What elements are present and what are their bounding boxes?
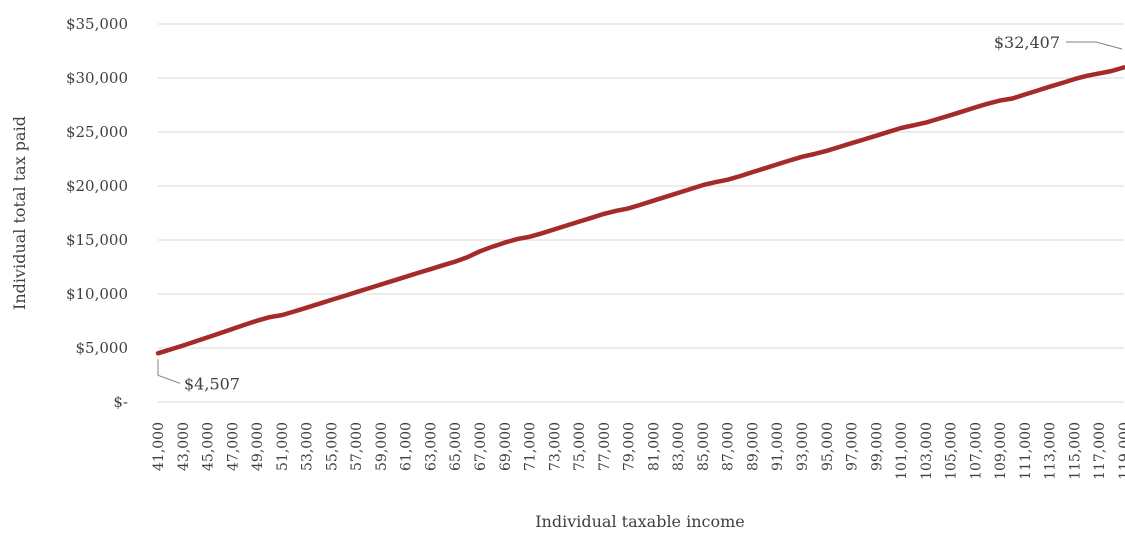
x-tick-label: 43,000	[176, 422, 192, 471]
x-tick-label: 83,000	[671, 422, 687, 471]
x-tick-label: 93,000	[795, 422, 811, 471]
x-tick-label: 103,000	[919, 422, 935, 480]
x-tick-label: 51,000	[275, 422, 291, 471]
gridlines	[158, 23, 1124, 403]
y-tick-label: $25,000	[66, 123, 128, 141]
series-line	[155, 65, 1125, 356]
callout-leader	[1066, 41, 1123, 50]
y-axis-title: Individual total tax paid	[10, 116, 29, 310]
y-tick-label: $20,000	[66, 177, 128, 195]
x-tick-label: 113,000	[1043, 422, 1059, 480]
y-axis-tick-labels: $- $5,000 $10,000 $15,000 $20,000 $25,000 $30,…	[66, 15, 128, 411]
x-tick-label: 59,000	[374, 422, 390, 471]
y-tick-label: $-	[113, 393, 128, 411]
x-tick-label: 119,000	[1117, 422, 1125, 480]
x-tick-label: 73,000	[547, 422, 563, 471]
x-tick-label: 65,000	[448, 422, 464, 471]
x-tick-label: 67,000	[473, 422, 489, 471]
x-tick-label: 47,000	[225, 422, 241, 471]
x-tick-label: 91,000	[770, 422, 786, 471]
x-tick-label: 99,000	[869, 422, 885, 471]
callout-leader	[157, 359, 181, 384]
x-tick-label: 45,000	[201, 422, 217, 471]
callout-label: $32,407	[994, 33, 1060, 52]
x-tick-label: 69,000	[498, 422, 514, 471]
series-lines	[155, 65, 1125, 356]
x-tick-label: 95,000	[820, 422, 836, 471]
x-tick-label: 115,000	[1067, 422, 1083, 480]
x-tick-label: 57,000	[349, 422, 365, 471]
x-tick-label: 107,000	[968, 422, 984, 480]
x-tick-label: 97,000	[845, 422, 861, 471]
y-tick-label: $30,000	[66, 69, 128, 87]
x-tick-label: 61,000	[399, 422, 415, 471]
x-axis-title: Individual taxable income	[535, 512, 745, 531]
x-tick-label: 87,000	[721, 422, 737, 471]
x-tick-label: 49,000	[250, 422, 266, 471]
x-tick-label: 109,000	[993, 422, 1009, 480]
x-tick-label: 101,000	[894, 422, 910, 480]
x-tick-label: 105,000	[944, 422, 960, 480]
callouts: $4,507 $32,407	[157, 33, 1123, 393]
x-tick-label: 55,000	[324, 422, 340, 471]
x-tick-label: 41,000	[151, 422, 167, 471]
x-tick-label: 77,000	[597, 422, 613, 471]
x-axis-tick-labels: 41,000 43,000 45,000 47,000 49,000 51,000 53,0…	[151, 422, 1125, 480]
x-tick-label: 85,000	[696, 422, 712, 471]
x-tick-label: 75,000	[572, 422, 588, 471]
y-tick-label: $15,000	[66, 231, 128, 249]
x-tick-label: 79,000	[622, 422, 638, 471]
x-tick-label: 111,000	[1018, 422, 1034, 480]
x-tick-label: 71,000	[523, 422, 539, 471]
y-tick-label: $35,000	[66, 15, 128, 33]
callout-label: $4,507	[184, 374, 240, 393]
y-tick-label: $10,000	[66, 285, 128, 303]
x-tick-label: 63,000	[423, 422, 439, 471]
x-tick-label: 89,000	[745, 422, 761, 471]
x-tick-label: 117,000	[1092, 422, 1108, 480]
x-tick-label: 53,000	[300, 422, 316, 471]
x-tick-label: 81,000	[646, 422, 662, 471]
y-tick-label: $5,000	[76, 339, 129, 357]
